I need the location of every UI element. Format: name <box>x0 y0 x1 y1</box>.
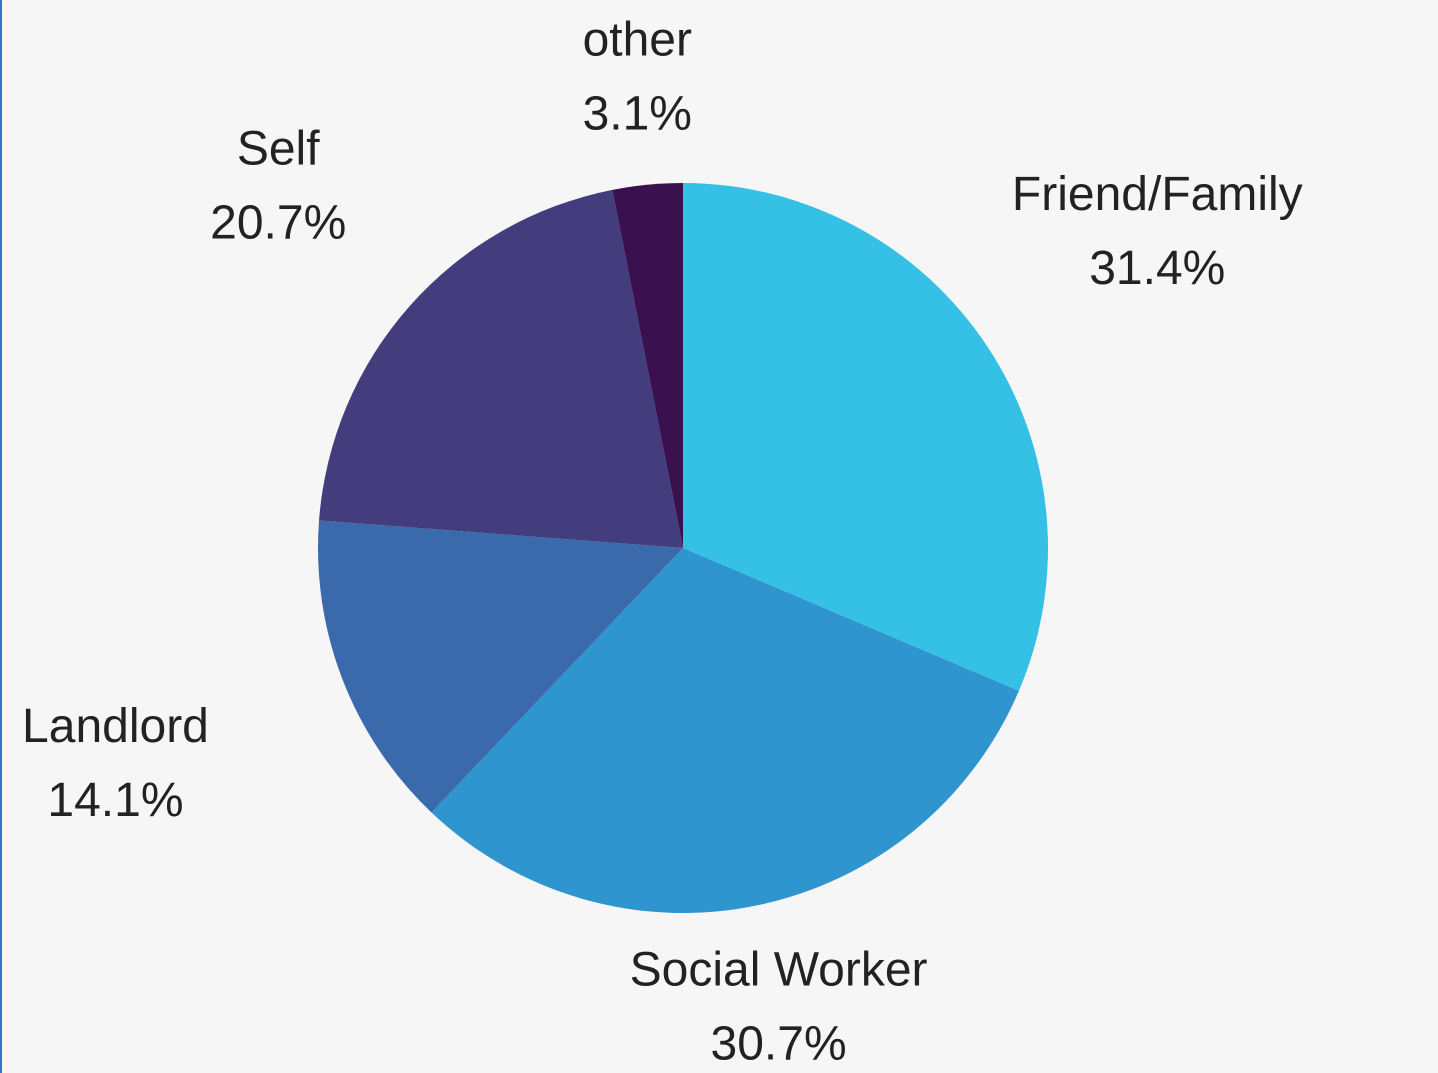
pie-slice <box>612 183 683 548</box>
left-border <box>0 0 2 1073</box>
pie-slice <box>317 520 683 813</box>
slice-label: other <box>583 14 692 67</box>
pie-slice <box>683 183 1049 691</box>
slice-value-label: 14.1% <box>47 774 183 827</box>
slice-value-label: 31.4% <box>1089 242 1225 295</box>
slice-label: Friend/Family <box>1012 168 1303 221</box>
slice-value-label: 30.7% <box>711 1017 847 1070</box>
slice-value-label: 3.1% <box>583 88 692 141</box>
slice-label: Social Worker <box>630 943 928 996</box>
slice-label: Landlord <box>22 700 209 753</box>
slice-label: Self <box>237 123 320 176</box>
slice-value-label: 20.7% <box>210 197 346 250</box>
pie-slice <box>319 189 683 548</box>
pie-slice <box>431 548 1019 913</box>
